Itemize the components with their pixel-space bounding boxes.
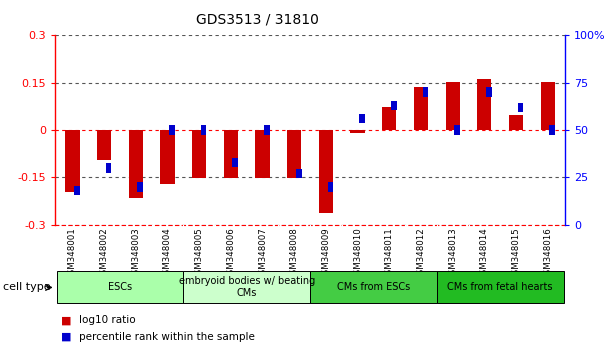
Bar — [192, 130, 207, 178]
Bar — [264, 125, 270, 135]
Bar — [65, 130, 79, 192]
Bar — [183, 271, 310, 303]
Text: cell type: cell type — [3, 282, 51, 292]
Bar — [327, 182, 333, 192]
Bar — [445, 82, 460, 130]
Text: GSM348003: GSM348003 — [131, 227, 141, 280]
Text: GSM348004: GSM348004 — [163, 227, 172, 280]
Bar — [106, 163, 111, 173]
Bar — [296, 169, 301, 178]
Text: embryoid bodies w/ beating
CMs: embryoid bodies w/ beating CMs — [178, 276, 315, 298]
Bar — [414, 86, 428, 130]
Bar — [319, 130, 333, 213]
Bar — [351, 130, 365, 133]
Bar — [232, 158, 238, 167]
Bar — [477, 79, 491, 130]
Bar — [541, 82, 555, 130]
Text: ■: ■ — [61, 315, 71, 325]
Bar — [518, 103, 524, 112]
Text: ■: ■ — [61, 332, 71, 342]
Text: GSM348005: GSM348005 — [195, 227, 203, 280]
Text: GSM348010: GSM348010 — [353, 227, 362, 280]
Text: CMs from ESCs: CMs from ESCs — [337, 282, 410, 292]
Text: CMs from fetal hearts: CMs from fetal hearts — [447, 282, 553, 292]
Text: log10 ratio: log10 ratio — [79, 315, 136, 325]
Text: GSM348014: GSM348014 — [480, 227, 489, 280]
Text: GSM348006: GSM348006 — [226, 227, 235, 280]
Text: GSM348016: GSM348016 — [543, 227, 552, 280]
Text: GSM348007: GSM348007 — [258, 227, 267, 280]
Bar — [129, 130, 143, 198]
Bar — [255, 130, 269, 178]
Bar — [169, 125, 175, 135]
Text: GSM348013: GSM348013 — [448, 227, 457, 280]
Text: GSM348012: GSM348012 — [417, 227, 425, 280]
Bar — [437, 271, 563, 303]
Text: GSM348015: GSM348015 — [511, 227, 521, 280]
Bar — [137, 182, 143, 192]
Bar — [74, 186, 79, 195]
Bar — [391, 101, 397, 110]
Text: GSM348002: GSM348002 — [100, 227, 109, 280]
Text: GSM348011: GSM348011 — [385, 227, 394, 280]
Bar — [454, 125, 460, 135]
Bar — [486, 87, 492, 97]
Bar — [287, 130, 301, 178]
Bar — [382, 107, 397, 130]
Bar — [160, 130, 175, 184]
Bar — [97, 130, 111, 160]
Bar — [549, 125, 555, 135]
Bar — [359, 114, 365, 124]
Text: GSM348009: GSM348009 — [321, 227, 331, 280]
Text: GDS3513 / 31810: GDS3513 / 31810 — [196, 12, 318, 27]
Bar — [57, 271, 183, 303]
Bar — [509, 115, 523, 130]
Bar — [201, 125, 207, 135]
Text: percentile rank within the sample: percentile rank within the sample — [79, 332, 255, 342]
Text: ESCs: ESCs — [108, 282, 132, 292]
Bar — [423, 87, 428, 97]
Text: GSM348008: GSM348008 — [290, 227, 299, 280]
Bar — [310, 271, 437, 303]
Bar — [224, 130, 238, 178]
Text: GSM348001: GSM348001 — [68, 227, 77, 280]
